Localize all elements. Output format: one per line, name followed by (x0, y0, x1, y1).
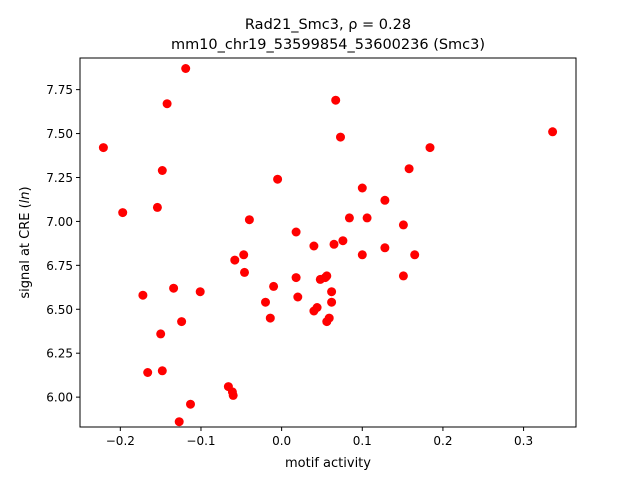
data-point (157, 366, 167, 376)
x-axis-ticks: −0.2 −0.1 0.0 0.1 0.2 0.3 (106, 427, 533, 448)
data-point (273, 174, 283, 184)
data-point (98, 143, 108, 153)
y-tick-label: 6.50 (46, 303, 73, 317)
data-point (177, 317, 187, 327)
data-point (269, 281, 279, 291)
data-point (327, 297, 337, 307)
y-tick-label: 6.00 (46, 391, 73, 405)
data-point (293, 292, 303, 302)
data-point (181, 64, 191, 73)
y-tick-label: 7.25 (46, 171, 73, 185)
data-point (240, 267, 249, 277)
data-point (312, 303, 322, 312)
data-point (410, 250, 420, 260)
x-tick-label: 0.0 (272, 434, 291, 448)
data-point (322, 271, 332, 281)
y-axis-ticks: 6.00 6.25 6.50 6.75 7.00 7.25 7.50 7.75 (46, 83, 80, 405)
data-point (261, 297, 270, 307)
data-point (327, 287, 337, 297)
data-point (291, 227, 301, 237)
data-point (169, 283, 179, 293)
y-tick-label: 7.00 (46, 215, 73, 229)
data-point (152, 202, 162, 212)
data-point (239, 250, 249, 260)
data-point (324, 313, 334, 323)
data-point (156, 329, 166, 339)
data-point (228, 390, 238, 400)
data-point (548, 127, 558, 137)
chart-title-line1: Rad21_Smc3, ρ = 0.28 (245, 17, 411, 33)
data-point (357, 183, 367, 193)
data-point (338, 236, 348, 246)
data-point (195, 287, 205, 297)
plot-area-frame (79, 57, 577, 428)
x-tick-label: 0.1 (353, 434, 372, 448)
data-point (174, 417, 184, 427)
data-point (157, 166, 167, 175)
x-tick-label: 0.2 (433, 434, 452, 448)
data-point (265, 313, 275, 323)
data-point (309, 241, 319, 251)
data-point (380, 195, 390, 205)
x-tick-label: −0.1 (186, 434, 215, 448)
data-point (186, 399, 195, 409)
data-point (357, 250, 367, 260)
data-point (138, 290, 148, 300)
data-point (404, 164, 414, 174)
data-point (329, 239, 339, 249)
data-point (230, 255, 240, 265)
x-tick-label: 0.3 (514, 434, 533, 448)
data-point (331, 95, 341, 105)
y-axis-label: signal at CRE (ln) (18, 186, 33, 298)
data-point (380, 243, 390, 253)
y-tick-label: 6.75 (46, 259, 73, 273)
x-tick-label: −0.2 (106, 434, 135, 448)
y-tick-label: 6.25 (46, 347, 73, 361)
data-point (336, 132, 345, 142)
data-point (398, 220, 408, 230)
data-point (362, 213, 372, 223)
data-point (118, 208, 128, 218)
data-point (425, 143, 435, 153)
y-tick-label: 7.75 (46, 83, 73, 97)
data-point (344, 213, 354, 223)
y-tick-label: 7.50 (46, 127, 73, 141)
chart-title-line2: mm10_chr19_53599854_53600236 (Smc3) (171, 37, 485, 53)
data-points (98, 64, 558, 427)
data-point (398, 271, 408, 281)
data-point (244, 215, 254, 225)
data-point (143, 368, 153, 377)
x-axis-label: motif activity (285, 456, 371, 471)
data-point (162, 99, 172, 109)
data-point (291, 273, 301, 283)
